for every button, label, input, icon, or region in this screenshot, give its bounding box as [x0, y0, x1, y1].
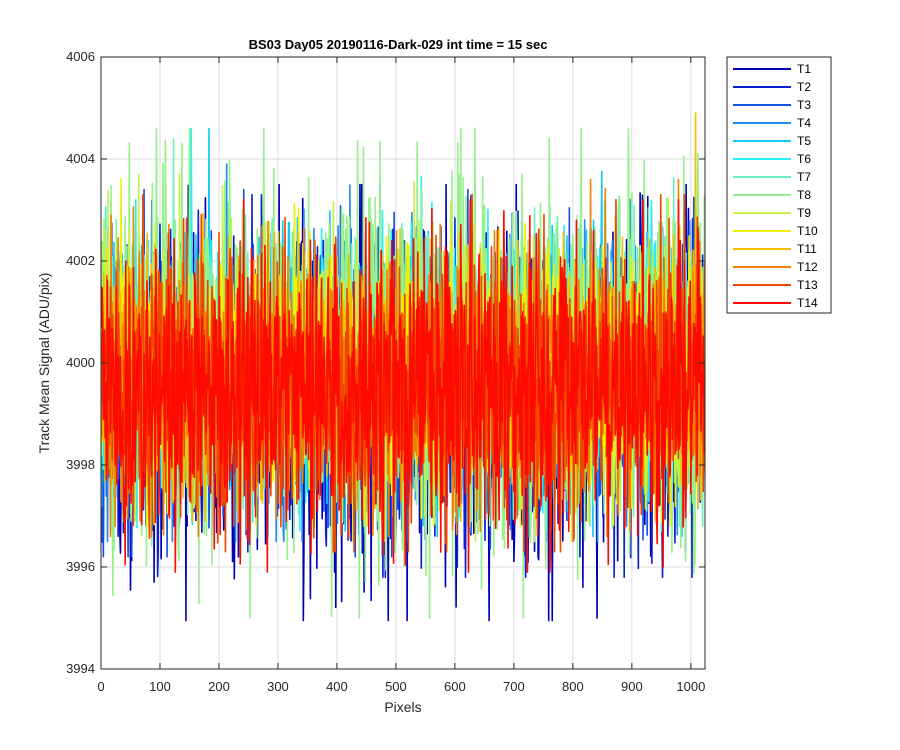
x-tick-label: 600 — [444, 679, 466, 694]
y-axis-label: Track Mean Signal (ADU/pix) — [36, 273, 52, 454]
y-tick-label: 3994 — [66, 661, 95, 676]
legend-entry-t13: T13 — [797, 278, 818, 292]
x-tick-label: 700 — [503, 679, 525, 694]
y-tick-label: 4002 — [66, 253, 95, 268]
series-layer — [101, 112, 705, 622]
legend-box — [726, 56, 832, 314]
y-tick-label: 3998 — [66, 457, 95, 472]
x-tick-label: 500 — [385, 679, 407, 694]
x-tick-label: 800 — [562, 679, 584, 694]
chart-title: BS03 Day05 20190116-Dark-029 int time = … — [249, 37, 548, 52]
x-tick-label: 400 — [326, 679, 348, 694]
series-line-t14 — [101, 199, 705, 573]
x-tick-label: 0 — [97, 679, 104, 694]
legend-entry-t4: T4 — [797, 116, 811, 130]
legend-entry-t5: T5 — [797, 134, 811, 148]
legend-entry-t3: T3 — [797, 98, 811, 112]
legend-entry-t12: T12 — [797, 260, 818, 274]
legend-entry-t8: T8 — [797, 188, 811, 202]
legend-entry-t9: T9 — [797, 206, 811, 220]
x-tick-labels: 0 100 200 300 400 500 600 700 800 900 1000 — [97, 679, 705, 694]
x-axis-label: Pixels — [384, 699, 421, 715]
x-tick-label: 1000 — [676, 679, 705, 694]
tick-marks — [100, 56, 705, 670]
x-tick-label: 200 — [208, 679, 230, 694]
legend-entry-t6: T6 — [797, 152, 811, 166]
y-tick-label: 4000 — [66, 355, 95, 370]
y-tick-label: 4004 — [66, 151, 95, 166]
x-tick-label: 100 — [149, 679, 171, 694]
y-tick-label: 4006 — [66, 49, 95, 64]
legend-entry-t2: T2 — [797, 80, 811, 94]
y-tick-labels: 3994 3996 3998 4000 4002 4004 4006 — [66, 49, 95, 676]
legend: T1 T2 T3 T4 T5 T6 T7 T8 T9 T10 T11 T12 T13 T14 — [726, 56, 832, 314]
x-tick-label: 300 — [267, 679, 289, 694]
legend-entry-t1: T1 — [797, 62, 811, 76]
legend-entry-t14: T14 — [797, 296, 818, 310]
x-tick-label: 900 — [621, 679, 643, 694]
legend-entry-t7: T7 — [797, 170, 811, 184]
y-tick-label: 3996 — [66, 559, 95, 574]
legend-entry-t10: T10 — [797, 224, 818, 238]
legend-entry-t11: T11 — [797, 242, 817, 256]
